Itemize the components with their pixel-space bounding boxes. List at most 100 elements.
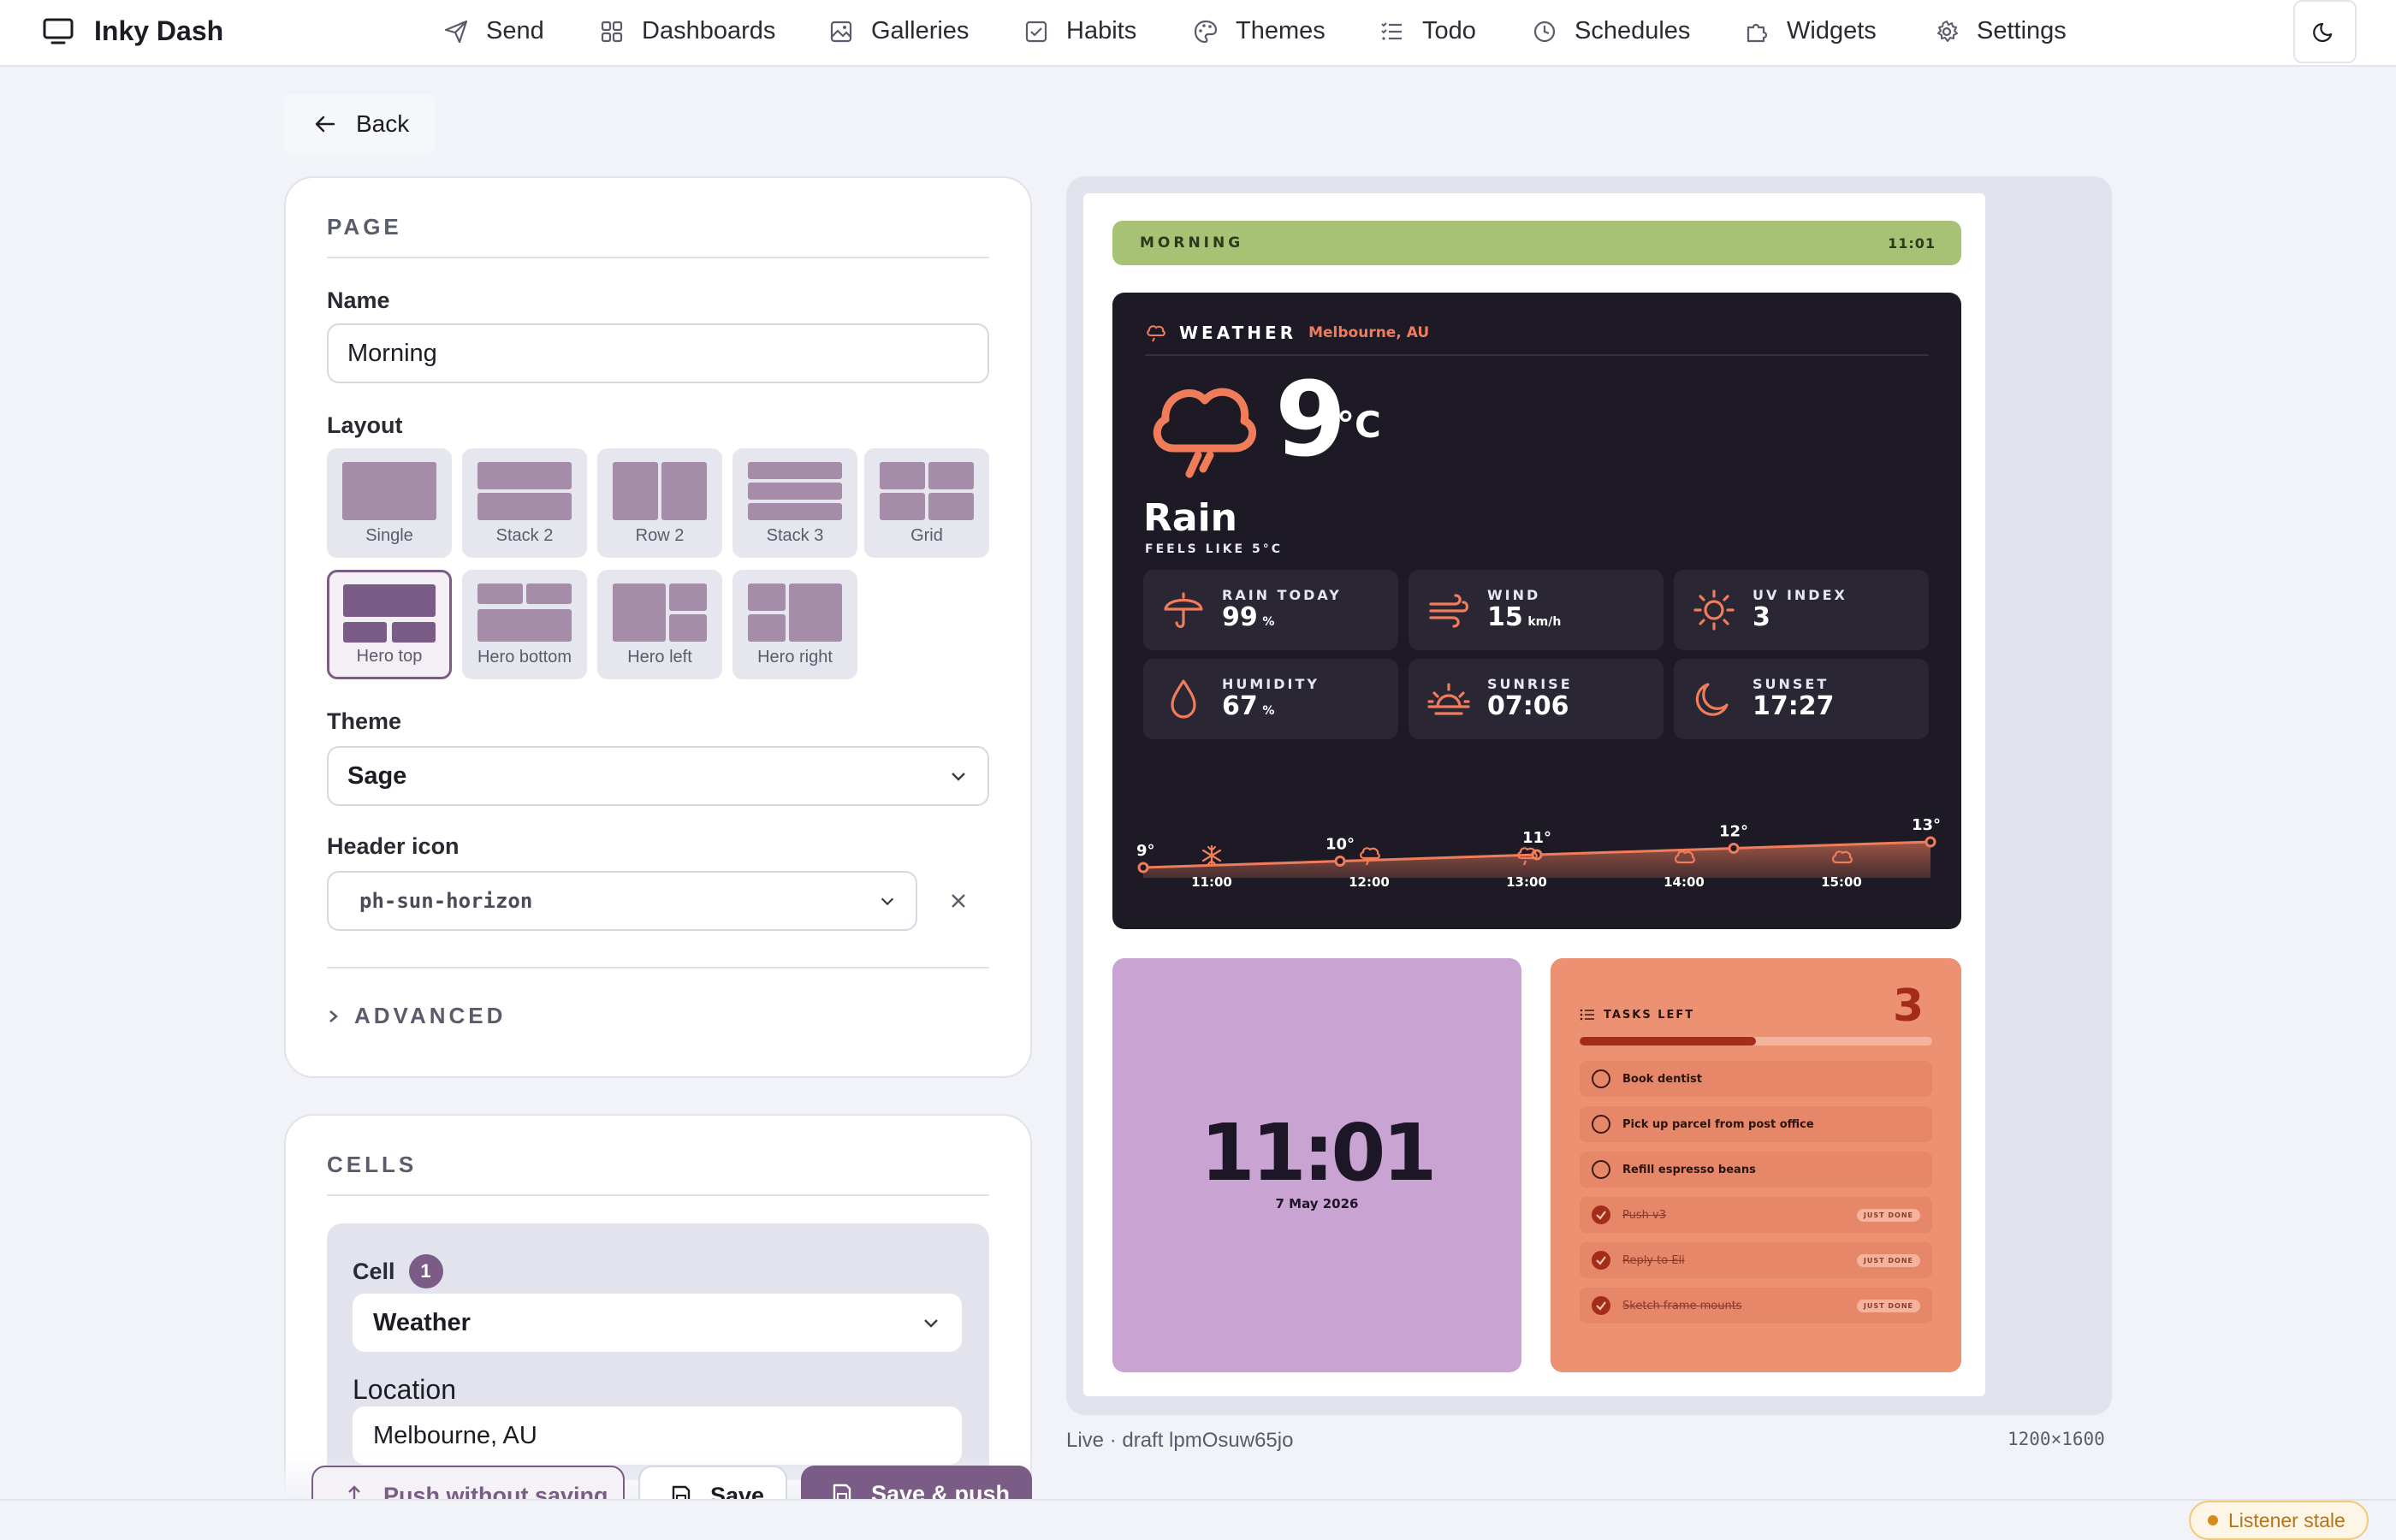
hourly-temp-label: 9° <box>1136 842 1155 860</box>
task-item: Refill espresso beans <box>1580 1152 1932 1188</box>
weather-condition: Rain <box>1143 496 1237 540</box>
hourly-point <box>1334 856 1346 867</box>
stat-tile-rain-today: RAIN TODAY 99 % <box>1143 570 1398 650</box>
snowflake-icon <box>1201 844 1222 867</box>
top-navigation-bar <box>0 0 2396 67</box>
layout-option-label: Hero bottom <box>477 648 572 666</box>
checkbox-icon <box>1025 21 1047 42</box>
cell-label: Cell <box>353 1258 395 1284</box>
theme-select[interactable]: Sage <box>327 746 989 806</box>
checked-circle-icon <box>1592 1296 1610 1315</box>
preview-resolution: 1200×1600 <box>2008 1429 2105 1449</box>
weather-location: Melbourne, AU <box>1308 324 1430 341</box>
header-icon-value: ph-sun-horizon <box>359 889 533 913</box>
layout-option-hero-top[interactable]: Hero top <box>327 570 452 679</box>
checked-circle-icon <box>1592 1205 1610 1224</box>
checked-circle-icon <box>1592 1251 1610 1270</box>
theme-toggle-button[interactable] <box>2293 0 2357 63</box>
layout-option-label: Hero top <box>356 647 423 666</box>
layout-option-label: Grid <box>910 526 943 545</box>
drop-icon <box>1171 679 1196 719</box>
stat-tile-uv-index: UV INDEX 3 <box>1674 570 1929 650</box>
wind-icon <box>1429 594 1469 628</box>
stat-label: HUMIDITY <box>1222 676 1320 692</box>
divider <box>1145 354 1929 356</box>
tasks-title-row: TASKS LEFT <box>1580 1008 1694 1022</box>
rain-cloud-icon <box>1517 847 1538 866</box>
arrow-left-icon <box>315 116 335 133</box>
cell-header: Cell 1 <box>353 1254 443 1288</box>
weather-title: WEATHER <box>1179 323 1297 343</box>
app-brand[interactable]: Inky Dash <box>43 15 223 47</box>
listener-status-badge: Listener stale <box>2189 1501 2369 1540</box>
nav-schedules[interactable]: Schedules <box>1532 17 1690 45</box>
name-input-value: Morning <box>347 339 437 367</box>
nav-widgets-label: Widgets <box>1787 17 1877 44</box>
back-button[interactable]: Back <box>284 94 435 154</box>
hourly-point <box>1728 843 1740 854</box>
layout-option-hero-right[interactable]: Hero right <box>732 570 857 679</box>
task-item: Push v3 JUST DONE <box>1580 1197 1932 1233</box>
advanced-label: ADVANCED <box>354 1003 507 1028</box>
chevron-down-icon <box>881 897 894 906</box>
empty-circle-icon <box>1592 1160 1610 1179</box>
clock-widget <box>1112 958 1521 1372</box>
hourly-time-label: 12:00 <box>1349 874 1390 890</box>
nav-widgets[interactable]: Widgets <box>1744 17 1877 45</box>
task-text: Book dentist <box>1622 1072 1702 1086</box>
layout-option-stack-3[interactable]: Stack 3 <box>732 448 857 558</box>
layout-option-stack-2[interactable]: Stack 2 <box>462 448 587 558</box>
layout-option-hero-left[interactable]: Hero left <box>597 570 722 679</box>
layout-option-hero-bottom[interactable]: Hero bottom <box>462 570 587 679</box>
list-icon <box>1580 1009 1594 1021</box>
nav-galleries[interactable]: Galleries <box>828 17 969 45</box>
stat-value: 07:06 <box>1487 691 1569 721</box>
stat-unit: % <box>1262 615 1275 629</box>
stat-value: 3 <box>1753 602 1770 632</box>
nav-todo[interactable]: Todo <box>1379 17 1476 45</box>
task-done-badge: JUST DONE <box>1856 1253 1920 1267</box>
clear-header-icon-button[interactable] <box>928 871 989 931</box>
task-text: Reply to Eli <box>1622 1253 1685 1267</box>
layout-option-single[interactable]: Single <box>327 448 452 558</box>
hourly-slot: 14:00 <box>1650 844 1718 890</box>
app-title: Inky Dash <box>94 15 224 46</box>
cloud-icon <box>1675 850 1695 864</box>
chevron-down-icon <box>952 773 965 781</box>
nav-themes[interactable]: Themes <box>1193 17 1326 45</box>
clock-time: 11:01 <box>1200 1107 1438 1199</box>
theme-select-value: Sage <box>347 761 407 790</box>
layout-option-grid[interactable]: Grid <box>864 448 989 558</box>
layout-option-row-2[interactable]: Row 2 <box>597 448 722 558</box>
header-icon-select[interactable]: ph-sun-horizon <box>327 871 917 931</box>
hourly-slot: 11:00 <box>1177 844 1246 890</box>
theme-label: Theme <box>327 708 402 734</box>
hourly-temp-label: 10° <box>1326 836 1355 854</box>
cell-type-select[interactable]: Weather <box>353 1294 962 1352</box>
chevron-right-icon <box>329 1010 338 1022</box>
nav-galleries-label: Galleries <box>871 17 970 44</box>
tasks-title: TASKS LEFT <box>1604 1008 1695 1022</box>
empty-circle-icon <box>1592 1069 1610 1088</box>
nav-themes-label: Themes <box>1236 17 1326 44</box>
image-icon <box>830 21 852 42</box>
status-dot-icon <box>2208 1515 2218 1525</box>
advanced-toggle[interactable]: ADVANCED <box>327 1003 506 1029</box>
rain-cloud-icon <box>1153 388 1256 478</box>
hourly-time-label: 15:00 <box>1821 874 1862 890</box>
hourly-temp-label: 12° <box>1719 823 1748 841</box>
hourly-time-label: 14:00 <box>1664 874 1705 890</box>
stat-label: UV INDEX <box>1753 587 1847 603</box>
name-input[interactable]: Morning <box>327 323 989 383</box>
listener-status-label: Listener stale <box>2228 1508 2346 1531</box>
nav-dashboards[interactable]: Dashboards <box>599 17 775 45</box>
hourly-point <box>1925 836 1936 848</box>
stat-value: 99 <box>1222 602 1258 632</box>
nav-send[interactable]: Send <box>443 17 544 45</box>
nav-settings-label: Settings <box>1977 17 2067 44</box>
nav-habits[interactable]: Habits <box>1023 17 1136 45</box>
task-done-badge: JUST DONE <box>1856 1299 1920 1312</box>
nav-settings[interactable]: Settings <box>1934 17 2067 45</box>
task-text: Push v3 <box>1622 1208 1666 1222</box>
weather-temp: 9 <box>1275 361 1346 480</box>
